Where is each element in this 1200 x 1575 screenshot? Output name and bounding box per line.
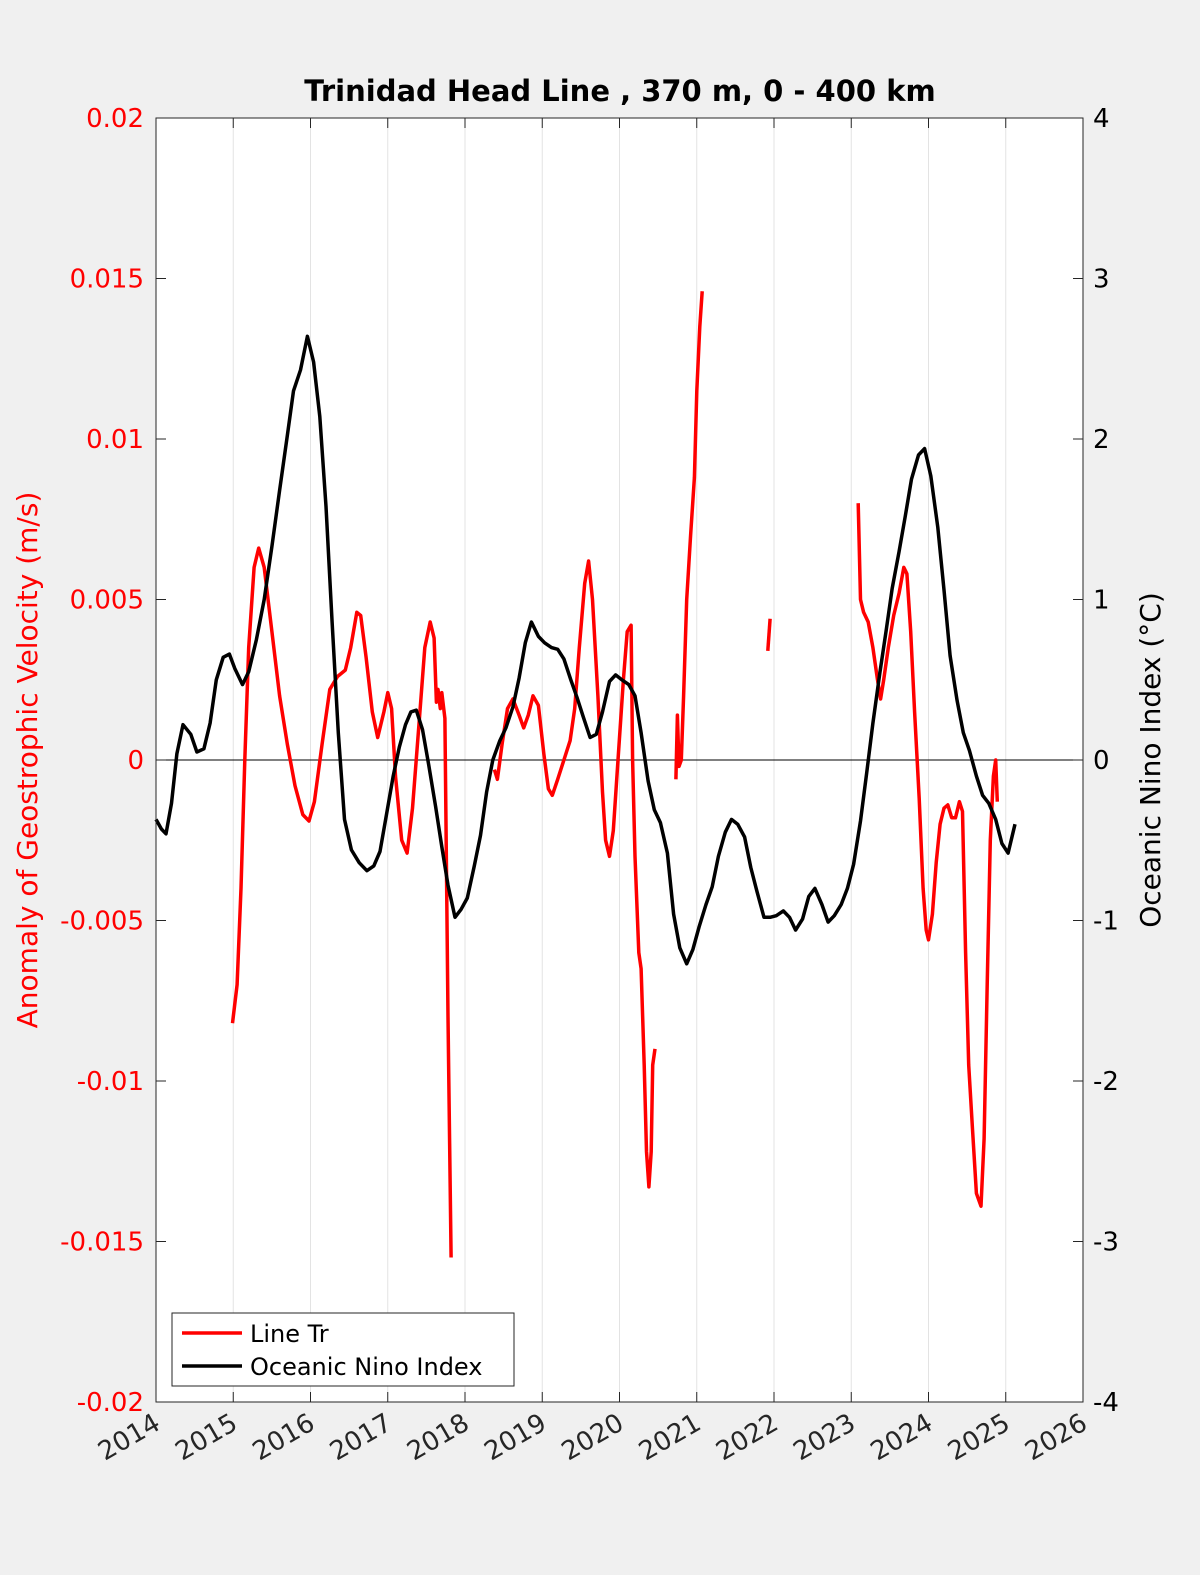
right-y-tick-label: 0	[1093, 746, 1110, 776]
left-y-axis: -0.02 -0.015 -0.01 -0.005 0 0.005 0.01 0.015 0.0…	[60, 104, 166, 1418]
left-y-tick-label: 0.015	[70, 265, 144, 295]
line-tr-series-segment	[856, 503, 1000, 1208]
left-y-tick-label: -0.01	[77, 1067, 144, 1097]
oni-series-segment	[154, 334, 1017, 966]
x-tick-label: 2016	[248, 1408, 320, 1467]
x-tick-label: 2020	[557, 1408, 629, 1467]
x-tick-label: 2024	[866, 1408, 938, 1467]
left-y-tick-label: -0.005	[60, 907, 144, 937]
right-y-tick-label: 1	[1093, 586, 1110, 616]
left-y-tick-label: 0	[127, 746, 144, 776]
x-tick-label: 2017	[325, 1408, 397, 1467]
right-y-axis: -4 -3 -2 -1 0 1 2 3 4	[1073, 104, 1119, 1418]
left-y-tick-label: 0.005	[70, 586, 144, 616]
left-y-tick-label: 0.01	[86, 425, 144, 455]
right-y-tick-label: -3	[1093, 1228, 1119, 1258]
legend-oni-label: Oceanic Nino Index	[250, 1353, 482, 1381]
right-y-tick-label: 3	[1093, 265, 1110, 295]
legend-line-tr-label: Line Tr	[250, 1320, 329, 1348]
line-tr-series-segment	[230, 546, 453, 1258]
left-y-tick-label: -0.015	[60, 1228, 144, 1258]
line-tr-series-segment	[674, 291, 704, 780]
x-tick-label: 2022	[711, 1408, 783, 1467]
right-y-axis-label: Oceanic Nino Index (°C)	[1134, 592, 1167, 928]
x-tick-label: 2015	[170, 1408, 242, 1467]
right-y-tick-label: 2	[1093, 425, 1110, 455]
legend-box	[171, 1312, 515, 1387]
left-y-tick-label: -0.02	[77, 1388, 144, 1418]
x-tick-label: 2025	[943, 1408, 1015, 1467]
x-tick-label: 2021	[634, 1408, 706, 1467]
x-tick-label: 2023	[788, 1408, 860, 1467]
line-tr-series-segment	[492, 559, 657, 1189]
right-y-tick-label: -1	[1093, 907, 1119, 937]
line-tr-series-segment	[766, 618, 772, 652]
x-tick-label: 2019	[479, 1408, 551, 1467]
right-y-tick-label: -2	[1093, 1067, 1119, 1097]
x-tick-label: 2018	[402, 1408, 474, 1467]
chart-title: Trinidad Head Line , 370 m, 0 - 400 km	[304, 74, 935, 108]
legend: Line Tr Oceanic Nino Index	[171, 1312, 515, 1387]
left-y-axis-label: Anomaly of Geostrophic Velocity (m/s)	[11, 492, 44, 1029]
right-y-tick-label: -4	[1093, 1388, 1119, 1418]
x-tick-label: 2026	[1020, 1408, 1092, 1467]
left-y-tick-label: 0.02	[86, 104, 144, 134]
right-y-tick-label: 4	[1093, 104, 1110, 134]
series-layer	[154, 291, 1017, 1258]
